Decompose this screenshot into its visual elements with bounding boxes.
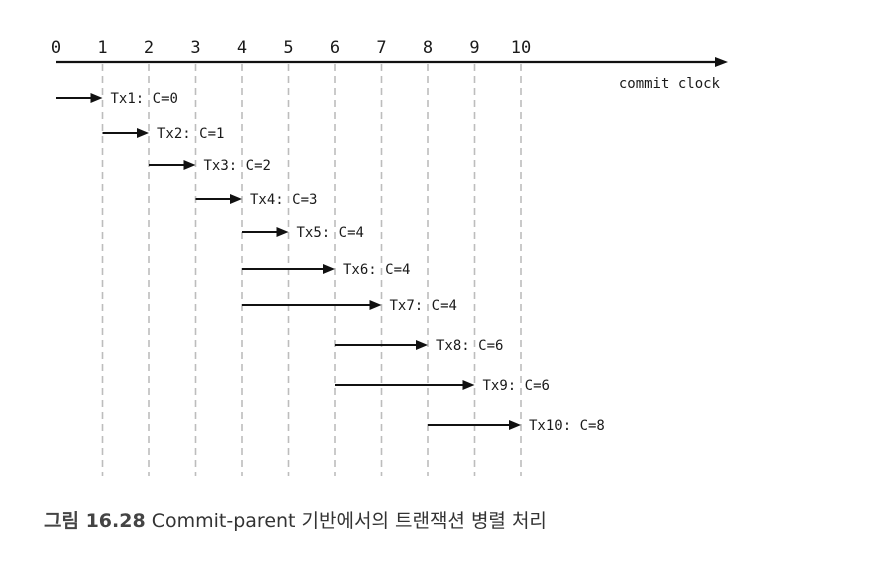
axis-label: commit clock [619,76,721,92]
figure-number: 그림 16.28 [44,510,146,532]
figure-caption: 그림 16.28 Commit-parent 기반에서의 트랜잭션 병렬 처리 [44,506,547,533]
tick-label-2: 2 [144,38,154,58]
figure-caption-text: Commit-parent 기반에서의 트랜잭션 병렬 처리 [151,510,547,532]
transaction-2: Tx2: C=1 [102,126,224,142]
tick-label-10: 10 [511,38,531,58]
transaction-arrowhead [509,420,521,430]
tick-label-0: 0 [51,38,61,58]
transaction-arrowhead [90,93,103,103]
transaction-label: Tx8: C=6 [436,338,503,354]
transaction-9: Tx9: C=6 [335,378,550,394]
transaction-label: Tx4: C=3 [250,192,317,208]
transaction-5: Tx5: C=4 [242,225,364,241]
transaction-arrowhead [137,128,149,138]
tick-label-7: 7 [376,38,386,58]
axis-arrowhead [715,57,728,67]
transaction-arrowhead [416,340,428,350]
commit-clock-diagram: commit clock 0 1 2 3 4 5 6 7 8 9 10 Tx1: C=0 Tx2: C… [51,38,728,476]
transaction-7: Tx7: C=4 [242,298,457,314]
transaction-3: Tx3: C=2 [149,158,271,174]
transaction-6: Tx6: C=4 [242,262,410,278]
tick-label-4: 4 [237,38,247,58]
transaction-arrowhead [276,227,289,237]
tick-label-3: 3 [190,38,200,58]
transaction-label: Tx10: C=8 [529,418,605,434]
transaction-label: Tx1: C=0 [111,91,178,107]
transaction-arrowhead [323,264,335,274]
tick-label-1: 1 [97,38,107,58]
transaction-label: Tx5: C=4 [297,225,364,241]
tick-labels: 0 1 2 3 4 5 6 7 8 9 10 [51,38,531,58]
commit-clock-axis: commit clock [56,57,728,92]
transaction-arrowhead [183,160,196,170]
transaction-arrowhead [462,380,475,390]
transaction-4: Tx4: C=3 [195,192,317,208]
transaction-label: Tx6: C=4 [343,262,410,278]
transaction-8: Tx8: C=6 [335,338,503,354]
transaction-arrowhead [369,300,382,310]
transaction-label: Tx9: C=6 [483,378,550,394]
tick-label-9: 9 [469,38,479,58]
transaction-label: Tx3: C=2 [204,158,271,174]
transactions: Tx1: C=0 Tx2: C=1 Tx3: C=2 Tx4: C=3 Tx5: C=4… [56,91,605,434]
transaction-1: Tx1: C=0 [56,91,178,107]
transaction-label: Tx7: C=4 [390,298,457,314]
transaction-arrowhead [230,194,242,204]
transaction-10: Tx10: C=8 [428,418,605,434]
tick-label-6: 6 [330,38,340,58]
transaction-label: Tx2: C=1 [157,126,224,142]
tick-label-5: 5 [283,38,293,58]
tick-label-8: 8 [423,38,433,58]
